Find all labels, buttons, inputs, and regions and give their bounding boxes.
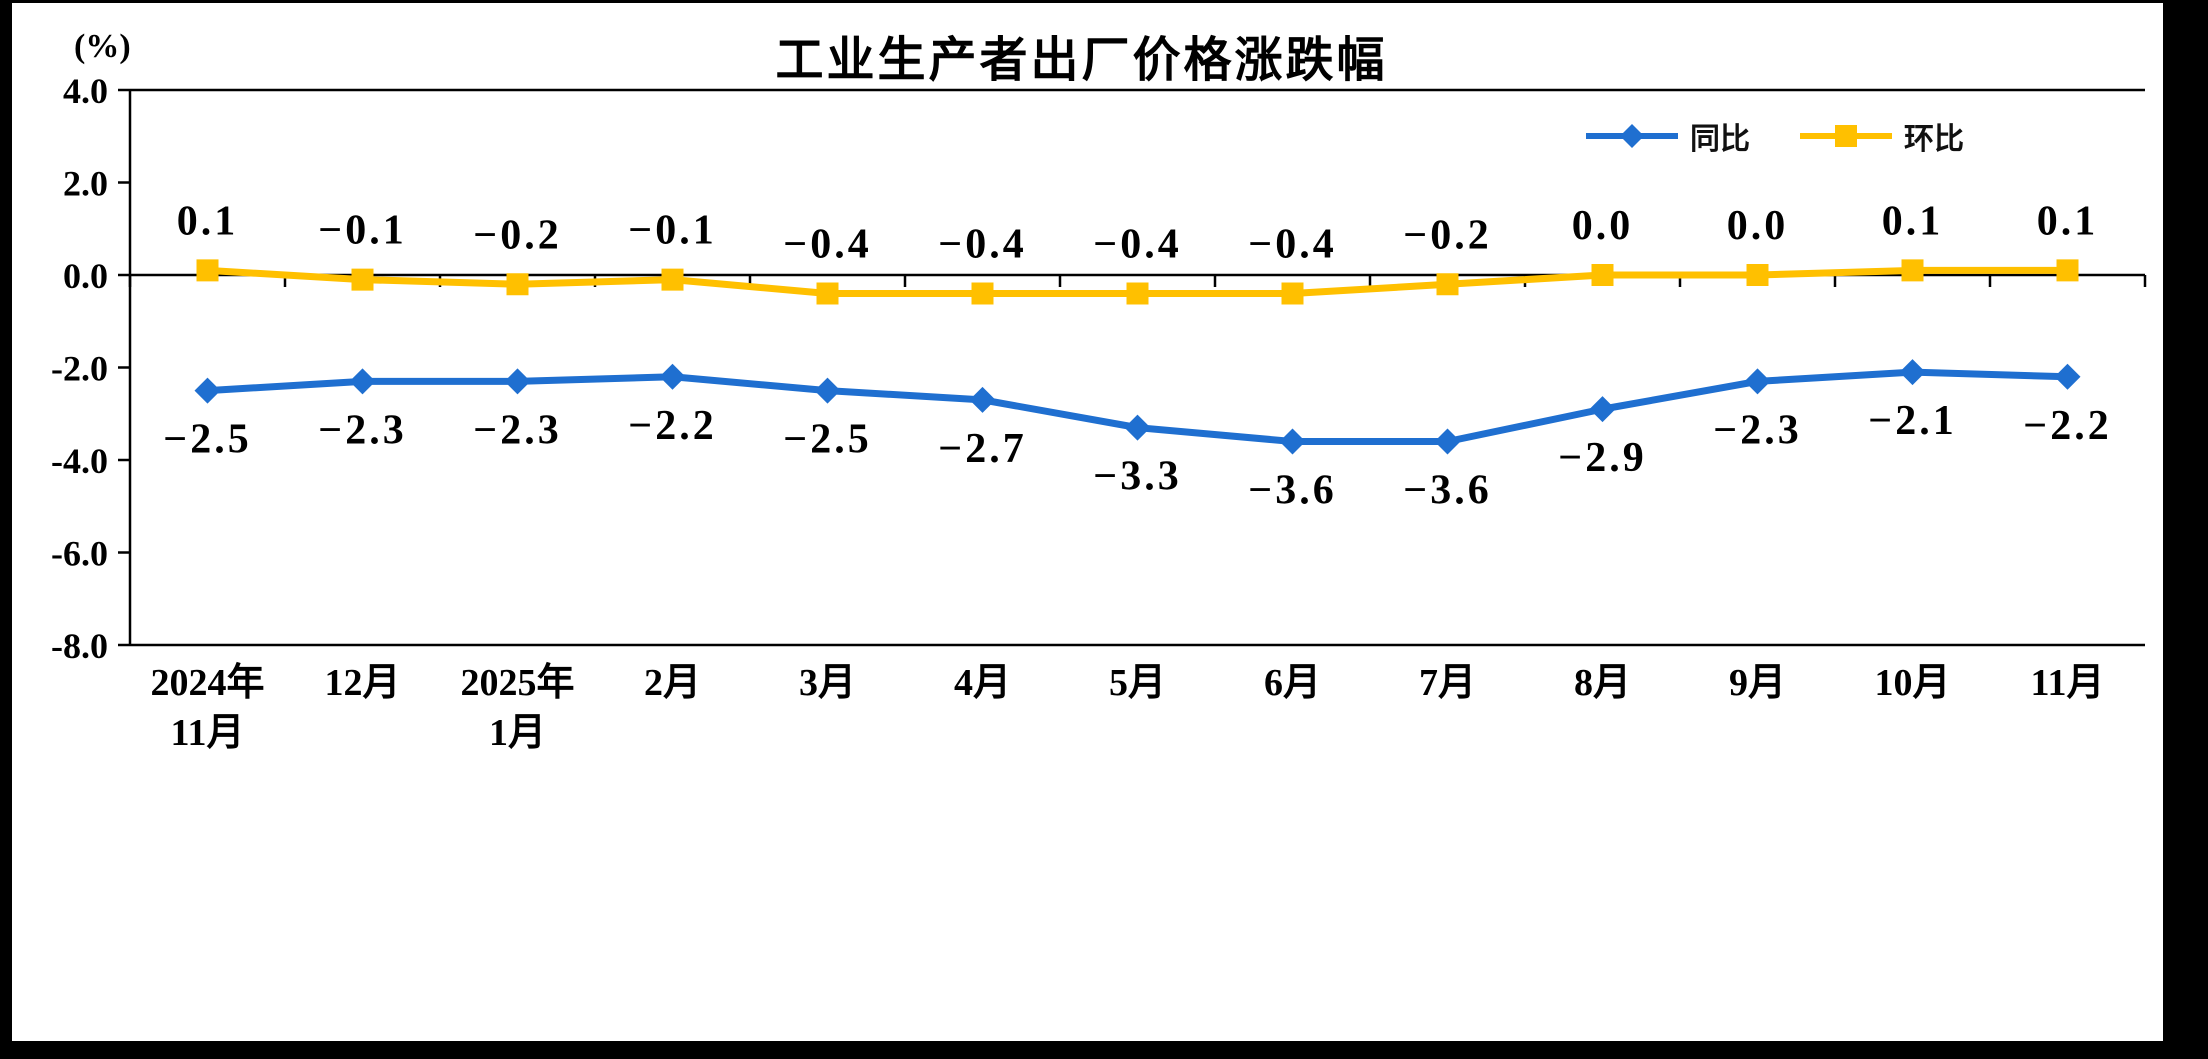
data-label-环比: 0.1 (2037, 198, 2099, 244)
marker-diamond-同比 (194, 377, 221, 404)
marker-diamond-同比 (969, 386, 996, 413)
marker-diamond-同比 (504, 368, 531, 395)
marker-square-环比 (196, 259, 219, 282)
data-label-环比: 0.1 (177, 198, 239, 244)
marker-diamond-同比 (814, 377, 841, 404)
x-axis-category-label: 11月 (2031, 662, 2105, 704)
marker-diamond-同比 (1434, 428, 1461, 455)
data-label-同比: −2.5 (163, 417, 251, 463)
y-axis-tick-label: 2.0 (63, 164, 108, 204)
data-label-环比: 0.0 (1727, 203, 1789, 249)
data-label-环比: −0.1 (628, 208, 716, 254)
y-axis-unit-label: (%) (74, 28, 131, 65)
x-axis-category-label: 5月 (1109, 662, 1166, 704)
marker-diamond-同比 (1744, 368, 1771, 395)
frame-bottom (0, 1041, 2208, 1059)
marker-diamond-同比 (1899, 359, 1926, 386)
x-axis-category-label: 2024年 11月 (150, 662, 264, 754)
x-axis-category-label: 7月 (1419, 662, 1476, 704)
marker-square-环比 (1281, 282, 1304, 305)
data-label-同比: −2.2 (2023, 403, 2111, 449)
marker-square-环比 (506, 273, 529, 296)
frame-right (2163, 0, 2208, 1059)
data-label-同比: −2.5 (783, 417, 871, 463)
data-label-环比: 0.1 (1882, 198, 1944, 244)
data-label-同比: −2.2 (628, 403, 716, 449)
marker-square-环比 (1591, 264, 1614, 286)
y-axis-tick-label: 4.0 (63, 71, 108, 111)
marker-square-环比 (351, 268, 374, 291)
data-label-环比: −0.1 (318, 208, 406, 254)
legend-swatch-huanbi-line-icon (1800, 125, 1892, 147)
marker-square-环比 (2056, 259, 2079, 282)
x-axis-category-label: 4月 (954, 662, 1011, 704)
chart-title: 工业生产者出厂价格涨跌幅 (775, 34, 1388, 87)
legend-label-huanbi: 环比 (1904, 123, 1964, 156)
marker-square-环比 (661, 268, 684, 291)
legend-item-huanbi: 环比 (1798, 114, 1964, 158)
legend-swatch-tongbi-line-icon (1586, 124, 1678, 148)
data-label-同比: −2.3 (318, 407, 406, 453)
data-label-同比: −3.3 (1093, 454, 1181, 500)
marker-square-环比 (1901, 259, 1924, 282)
x-axis-category-label: 3月 (799, 662, 856, 704)
data-label-环比: 0.0 (1572, 203, 1634, 249)
legend: 同比 环比 (1584, 114, 1964, 158)
y-axis-tick-label: -2.0 (51, 349, 108, 389)
x-axis-category-label: 2025年 1月 (460, 662, 574, 754)
data-label-同比: −2.9 (1558, 435, 1646, 481)
y-axis-tick-label: -8.0 (51, 626, 108, 666)
data-label-环比: −0.4 (938, 222, 1026, 268)
marker-square-环比 (971, 282, 994, 305)
marker-diamond-同比 (349, 368, 376, 395)
legend-item-tongbi: 同比 (1584, 114, 1750, 158)
frame-left (0, 0, 12, 1059)
marker-diamond-同比 (2054, 363, 2081, 390)
marker-square-环比 (1436, 273, 1459, 296)
marker-square-环比 (1126, 282, 1149, 305)
frame-top (0, 0, 2208, 3)
data-label-环比: −0.4 (1248, 222, 1336, 268)
marker-diamond-同比 (1589, 396, 1616, 423)
data-label-同比: −3.6 (1248, 468, 1336, 514)
data-label-同比: −2.1 (1868, 398, 1956, 444)
data-label-同比: −2.7 (938, 426, 1026, 472)
x-axis-category-label: 2月 (644, 662, 701, 704)
marker-diamond-同比 (1124, 414, 1151, 441)
y-axis-tick-label: -4.0 (51, 441, 108, 481)
x-axis-category-label: 12月 (324, 662, 400, 704)
marker-square-环比 (816, 282, 839, 305)
marker-square-环比 (1746, 264, 1769, 286)
x-axis-category-label: 8月 (1574, 662, 1631, 704)
y-axis-tick-label: -6.0 (51, 534, 108, 574)
x-axis-category-label: 10月 (1874, 662, 1950, 704)
y-axis-tick-label: 0.0 (63, 256, 108, 296)
marker-diamond-同比 (1279, 428, 1306, 455)
data-label-环比: −0.4 (1093, 222, 1181, 268)
data-label-环比: −0.2 (473, 212, 561, 258)
x-axis-category-label: 9月 (1729, 662, 1786, 704)
data-label-同比: −3.6 (1403, 468, 1491, 514)
data-label-环比: −0.2 (1403, 212, 1491, 258)
data-label-同比: −2.3 (1713, 407, 1801, 453)
legend-label-tongbi: 同比 (1690, 123, 1750, 156)
x-axis-category-label: 6月 (1264, 662, 1321, 704)
data-label-环比: −0.4 (783, 222, 871, 268)
marker-diamond-同比 (659, 363, 686, 390)
data-label-同比: −2.3 (473, 407, 561, 453)
